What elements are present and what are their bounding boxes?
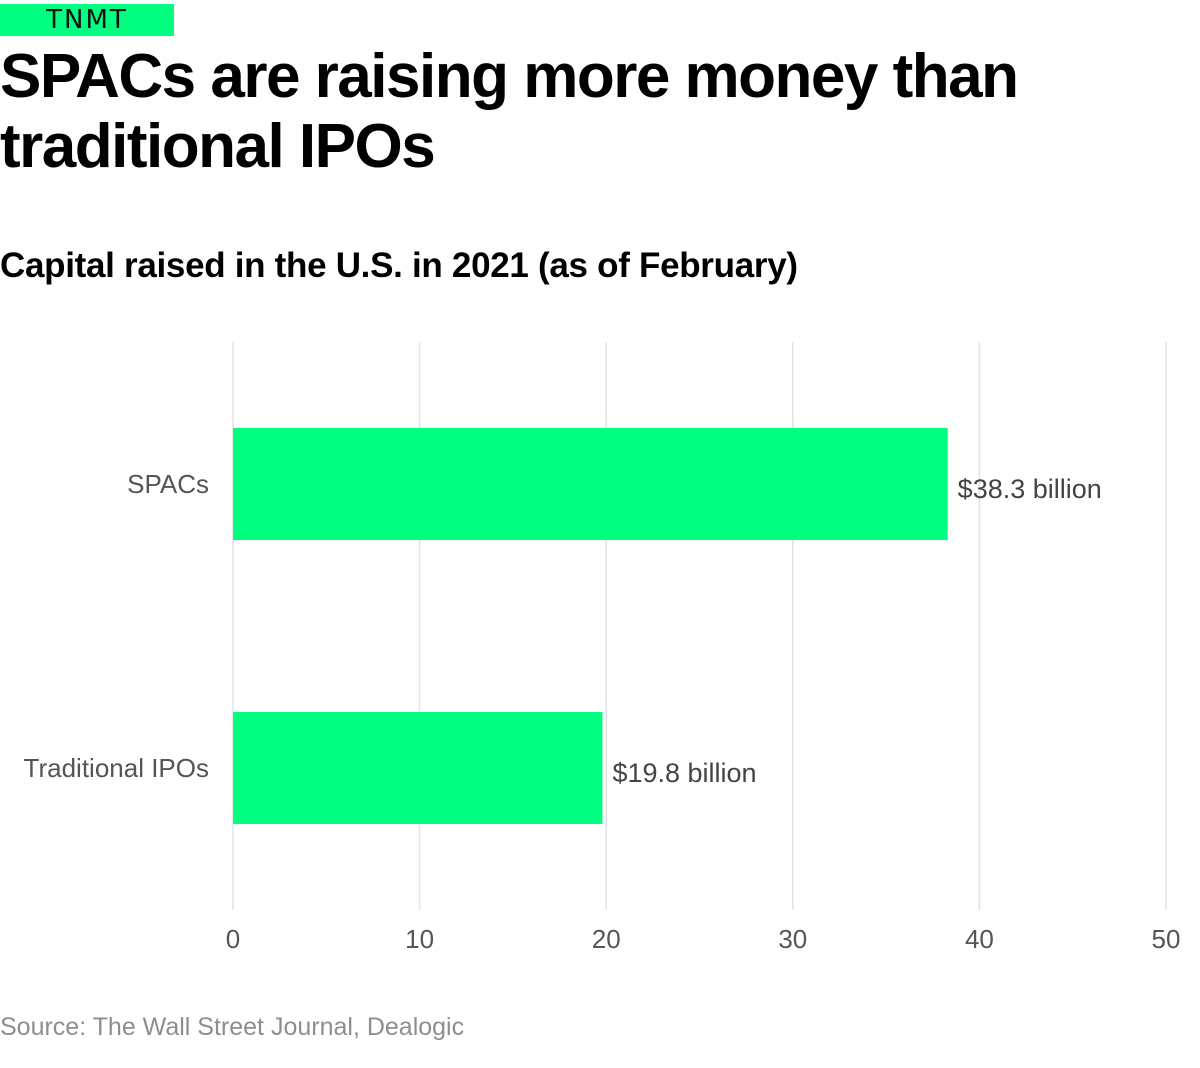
data-label: $38.3 billion [958, 474, 1102, 504]
logo-text: TNMT [46, 5, 128, 35]
chart-subtitle: Capital raised in the U.S. in 2021 (as o… [0, 246, 798, 285]
brand-logo: TNMT [0, 4, 174, 36]
x-tick-label: 50 [1152, 924, 1181, 954]
bars [233, 428, 948, 824]
x-tick-label: 10 [405, 924, 434, 954]
logo-background [0, 4, 174, 36]
category-label: Traditional IPOs [24, 753, 209, 783]
bar-chart: 0 10 20 30 40 50 SPACs $38.3 billion Traditional… [24, 342, 1181, 954]
bar [233, 712, 603, 824]
x-tick-label: 20 [592, 924, 621, 954]
labels: 0 10 20 30 40 50 SPACs $38.3 billion Traditional… [24, 469, 1181, 954]
logo-badge [0, 4, 174, 36]
gridlines [232, 342, 1167, 910]
category-label: SPACs [127, 469, 209, 499]
bar [233, 428, 948, 540]
x-tick-label: 40 [965, 924, 994, 954]
chart-title: SPACs are raising more money than tradit… [0, 42, 1019, 181]
data-label: $19.8 billion [612, 758, 756, 788]
x-tick-label: 0 [226, 924, 240, 954]
x-tick-label: 30 [778, 924, 807, 954]
source-note: Source: The Wall Street Journal, Dealogi… [0, 1013, 465, 1041]
